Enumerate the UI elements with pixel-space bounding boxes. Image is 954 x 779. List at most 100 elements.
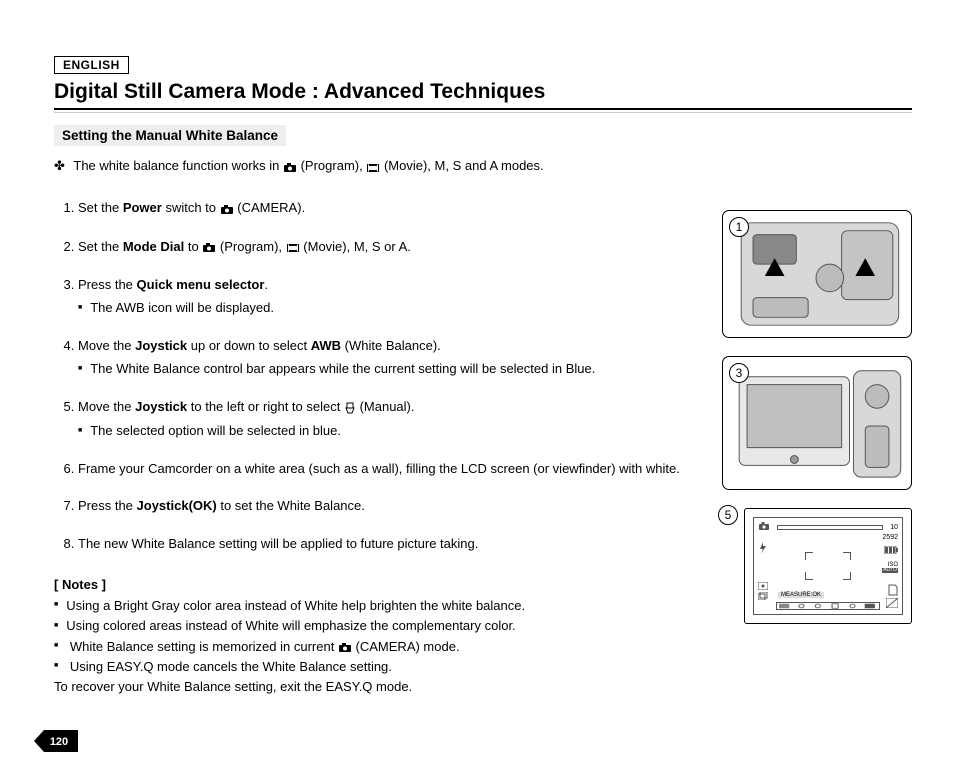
drive-icon xyxy=(758,592,768,600)
wb-control-bar xyxy=(776,602,880,610)
title-underline xyxy=(54,112,912,113)
ev-icon xyxy=(886,598,898,610)
battery-icon xyxy=(884,546,898,556)
movie-icon xyxy=(286,237,300,257)
note-text: Using EASY.Q mode cancels the White Bala… xyxy=(70,659,392,674)
step-text: (White Balance). xyxy=(341,338,441,353)
step-bold: Joystick xyxy=(135,399,187,414)
lcd-screen: 10 2592 ISO AUTO xyxy=(753,517,903,615)
note-text: (CAMERA) mode. xyxy=(356,639,460,654)
camera-lcd-illustration xyxy=(723,357,911,489)
sub-text: The White Balance control bar appears wh… xyxy=(90,361,595,376)
step-subitem: The AWB icon will be displayed. xyxy=(78,298,702,318)
notes-list: Using a Bright Gray color area instead o… xyxy=(54,596,702,697)
note-text: To recover your White Balance setting, e… xyxy=(54,679,412,694)
step-subitem: The White Balance control bar appears wh… xyxy=(78,359,702,379)
step-bold: AWB xyxy=(311,338,341,353)
camera-icon xyxy=(338,637,352,657)
step-2: Set the Mode Dial to (Program), (Movie),… xyxy=(78,237,702,257)
step-6: Frame your Camcorder on a white area (su… xyxy=(78,459,702,479)
step-text: Move the xyxy=(78,399,135,414)
card-icon xyxy=(888,584,898,598)
step-text: to xyxy=(184,239,202,254)
camera-body-illustration xyxy=(723,211,911,337)
iso-auto: AUTO xyxy=(882,568,898,573)
step-text: switch to xyxy=(162,200,220,215)
note-text: Using colored areas instead of White wil… xyxy=(66,618,515,633)
step-text: Frame your Camcorder on a white area (su… xyxy=(78,461,680,476)
note-item: Using colored areas instead of White wil… xyxy=(54,616,702,636)
iso-label: ISO AUTO xyxy=(882,562,898,573)
step-text: (Manual). xyxy=(360,399,415,414)
figure-5-lcd: 10 2592 ISO AUTO xyxy=(744,508,912,624)
step-text: Set the xyxy=(78,239,123,254)
note-item: White Balance setting is memorized in cu… xyxy=(54,637,702,658)
notes-heading: [ Notes ] xyxy=(54,577,702,592)
step-text: up or down to select xyxy=(187,338,311,353)
step-subitem: The selected option will be selected in … xyxy=(78,421,702,441)
figure-number: 1 xyxy=(729,217,749,237)
step-5: Move the Joystick to the left or right t… xyxy=(78,397,702,441)
lcd-topbar: 10 xyxy=(758,522,898,532)
manual-wb-icon xyxy=(344,398,356,418)
figure-1: 1 xyxy=(722,210,912,338)
sub-text: The selected option will be selected in … xyxy=(90,423,341,438)
camera-icon xyxy=(220,199,234,219)
page-title: Digital Still Camera Mode : Advanced Tec… xyxy=(54,80,912,110)
manual-page: ENGLISH Digital Still Camera Mode : Adva… xyxy=(0,0,954,779)
note-item: Using EASY.Q mode cancels the White Bala… xyxy=(54,657,702,697)
movie-icon xyxy=(366,157,380,177)
step-1: Set the Power switch to (CAMERA). xyxy=(78,198,702,218)
step-bold: Power xyxy=(123,200,162,215)
page-number: 120 xyxy=(34,730,78,757)
shots-remaining: 10 xyxy=(890,524,898,531)
step-3: Press the Quick menu selector. The AWB i… xyxy=(78,275,702,318)
camera-icon xyxy=(283,157,297,177)
figure-3: 3 xyxy=(722,356,912,490)
left-icons xyxy=(758,582,768,600)
figures-column: 1 3 xyxy=(722,156,912,697)
step-text: to set the White Balance. xyxy=(217,498,365,513)
intro-bullet: ✤ xyxy=(54,156,70,176)
content-columns: ✤ The white balance function works in (P… xyxy=(54,156,912,697)
step-bold: Joystick(OK) xyxy=(137,498,217,513)
intro-paragraph: ✤ The white balance function works in (P… xyxy=(54,156,702,176)
intro-text-1: The white balance function works in xyxy=(73,158,279,173)
step-4: Move the Joystick up or down to select A… xyxy=(78,336,702,379)
note-text: White Balance setting is memorized in cu… xyxy=(70,639,338,654)
note-item: Using a Bright Gray color area instead o… xyxy=(54,596,702,616)
step-bold: Joystick xyxy=(135,338,187,353)
step-bold: Mode Dial xyxy=(123,239,184,254)
camera-icon xyxy=(202,237,216,257)
figure-number: 5 xyxy=(718,505,738,525)
intro-text-2: (Program), xyxy=(301,158,363,173)
sub-text: The AWB icon will be displayed. xyxy=(90,300,274,315)
text-column: ✤ The white balance function works in (P… xyxy=(54,156,702,697)
exposure-bar xyxy=(777,525,883,530)
page-number-text: 120 xyxy=(50,736,68,748)
step-text: The new White Balance setting will be ap… xyxy=(78,536,478,551)
step-text: Press the xyxy=(78,498,137,513)
note-text: Using a Bright Gray color area instead o… xyxy=(66,598,525,613)
figure-5-wrapper: 5 10 2592 ISO xyxy=(744,508,912,624)
step-7: Press the Joystick(OK) to set the White … xyxy=(78,496,702,516)
step-text: (Movie), M, S or A. xyxy=(303,239,411,254)
focus-brackets xyxy=(805,552,851,580)
step-text: (CAMERA). xyxy=(237,200,305,215)
step-text: Press the xyxy=(78,277,137,292)
resolution-label: 2592 xyxy=(882,534,898,541)
step-text: (Program), xyxy=(220,239,286,254)
step-text: . xyxy=(264,277,268,292)
intro-text-3: (Movie), M, S and A modes. xyxy=(384,158,544,173)
section-subtitle: Setting the Manual White Balance xyxy=(54,125,286,146)
lcd-contents: 10 2592 ISO AUTO xyxy=(758,522,898,610)
step-text: Move the xyxy=(78,338,135,353)
camera-mode-icon xyxy=(758,521,770,533)
step-bold: Quick menu selector xyxy=(137,277,265,292)
step-text: Set the xyxy=(78,200,123,215)
language-tag: ENGLISH xyxy=(54,56,129,74)
measure-label: MEASURE:OK xyxy=(778,592,824,598)
figure-number: 3 xyxy=(729,363,749,383)
step-8: The new White Balance setting will be ap… xyxy=(78,534,702,554)
metering-icon xyxy=(758,582,768,590)
